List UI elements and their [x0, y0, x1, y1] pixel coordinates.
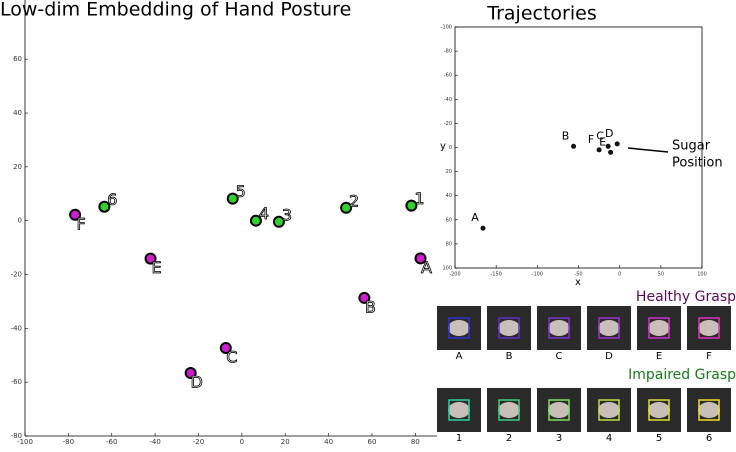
x-tick-label: -60 — [106, 438, 117, 446]
annotation: Position — [672, 156, 723, 171]
figure: Low-dim Embedding of Hand Posture Trajec… — [0, 0, 736, 452]
y-tick-label: 40 — [13, 109, 22, 117]
point — [615, 141, 620, 146]
point-label: 5 — [236, 182, 246, 201]
chart-title: Trajectories — [486, 3, 596, 25]
point — [606, 144, 611, 149]
point-label: F — [588, 133, 594, 146]
hand — [598, 320, 620, 336]
y-tick-label: -60 — [444, 73, 452, 79]
x-tick-label: -20 — [193, 438, 204, 446]
hand — [548, 402, 570, 418]
point — [608, 150, 613, 155]
point-label: D — [605, 127, 613, 140]
thumbnail-label: B — [506, 351, 513, 362]
point-label: 6 — [107, 190, 117, 209]
y-tick-label: 60 — [446, 217, 452, 223]
panel-title: Impaired Grasp — [628, 367, 736, 383]
thumbnail-label: 2 — [506, 433, 512, 444]
y-tick-label: 0 — [449, 145, 452, 151]
x-tick-label: -50 — [574, 272, 582, 278]
point-label: A — [421, 258, 432, 277]
thumbnail-label: 5 — [656, 433, 662, 444]
hand — [498, 320, 520, 336]
thumbnail-label: E — [656, 351, 662, 362]
point-label: 1 — [414, 189, 424, 208]
hand — [648, 320, 670, 336]
hand — [648, 402, 670, 418]
point-label: E — [151, 258, 161, 277]
y-tick-label: -40 — [444, 97, 452, 103]
y-tick-label: 20 — [13, 163, 22, 171]
thumbnail-label: D — [605, 351, 613, 362]
point — [597, 147, 602, 152]
point-label: 4 — [259, 204, 269, 223]
point-label: E — [599, 135, 606, 148]
thumbnail-label: 6 — [706, 433, 712, 444]
point-label: 2 — [349, 191, 359, 210]
x-tick-label: 40 — [324, 438, 333, 446]
x-tick-label: -100 — [532, 272, 543, 278]
y-tick-label: -80 — [11, 432, 22, 440]
thumbnail-label: A — [456, 351, 463, 362]
point-label: B — [562, 129, 570, 142]
point-label: B — [365, 297, 376, 316]
x-tick-label: 0 — [240, 438, 244, 446]
annotation-arrow — [628, 148, 668, 152]
hand — [698, 402, 720, 418]
x-tick-label: 60 — [367, 438, 376, 446]
y-tick-label: 20 — [446, 169, 452, 175]
x-tick-label: 80 — [411, 438, 420, 446]
hand — [548, 320, 570, 336]
y-tick-label: -20 — [11, 271, 22, 279]
y-tick-label: -40 — [11, 324, 22, 332]
point-label: A — [471, 211, 479, 224]
hand — [698, 320, 720, 336]
hand — [598, 402, 620, 418]
y-tick-label: 40 — [446, 193, 452, 199]
point — [480, 226, 485, 231]
thumbnail-label: 4 — [606, 433, 612, 444]
point-label: F — [76, 214, 85, 233]
y-tick-label: -20 — [444, 121, 452, 127]
thumbnail-label: F — [706, 351, 712, 362]
hand — [498, 402, 520, 418]
x-tick-label: 50 — [658, 272, 664, 278]
hand — [448, 402, 470, 418]
x-tick-label: -40 — [149, 438, 160, 446]
y-tick-label: -60 — [11, 378, 22, 386]
x-tick-label: 0 — [618, 272, 621, 278]
y-tick-label: -80 — [444, 49, 452, 55]
point-label: 3 — [282, 205, 292, 224]
y-tick-label: 80 — [446, 241, 452, 247]
y-axis-label: y — [440, 141, 446, 152]
thumbnail-label: 1 — [456, 433, 462, 444]
y-tick-label: 100 — [442, 266, 452, 272]
y-tick-label: 60 — [13, 55, 22, 63]
point-label: D — [191, 373, 203, 392]
x-tick-label: -80 — [63, 438, 74, 446]
point-label: C — [226, 347, 237, 366]
chart-title: Low-dim Embedding of Hand Posture — [0, 0, 351, 21]
y-tick-label: -100 — [441, 25, 452, 31]
x-tick-label: -150 — [490, 272, 501, 278]
y-tick-label: 0 — [18, 217, 22, 225]
plot-frame — [455, 27, 702, 268]
thumbnail-label: 3 — [556, 433, 562, 444]
panel-title: Healthy Grasp — [636, 289, 736, 305]
x-tick-label: 100 — [697, 272, 707, 278]
annotation: Sugar — [672, 139, 711, 154]
thumbnail-label: C — [556, 351, 563, 362]
x-tick-label: 20 — [281, 438, 290, 446]
point — [571, 144, 576, 149]
x-axis-label: x — [575, 277, 581, 288]
hand — [448, 320, 470, 336]
x-tick-label: -200 — [449, 272, 460, 278]
